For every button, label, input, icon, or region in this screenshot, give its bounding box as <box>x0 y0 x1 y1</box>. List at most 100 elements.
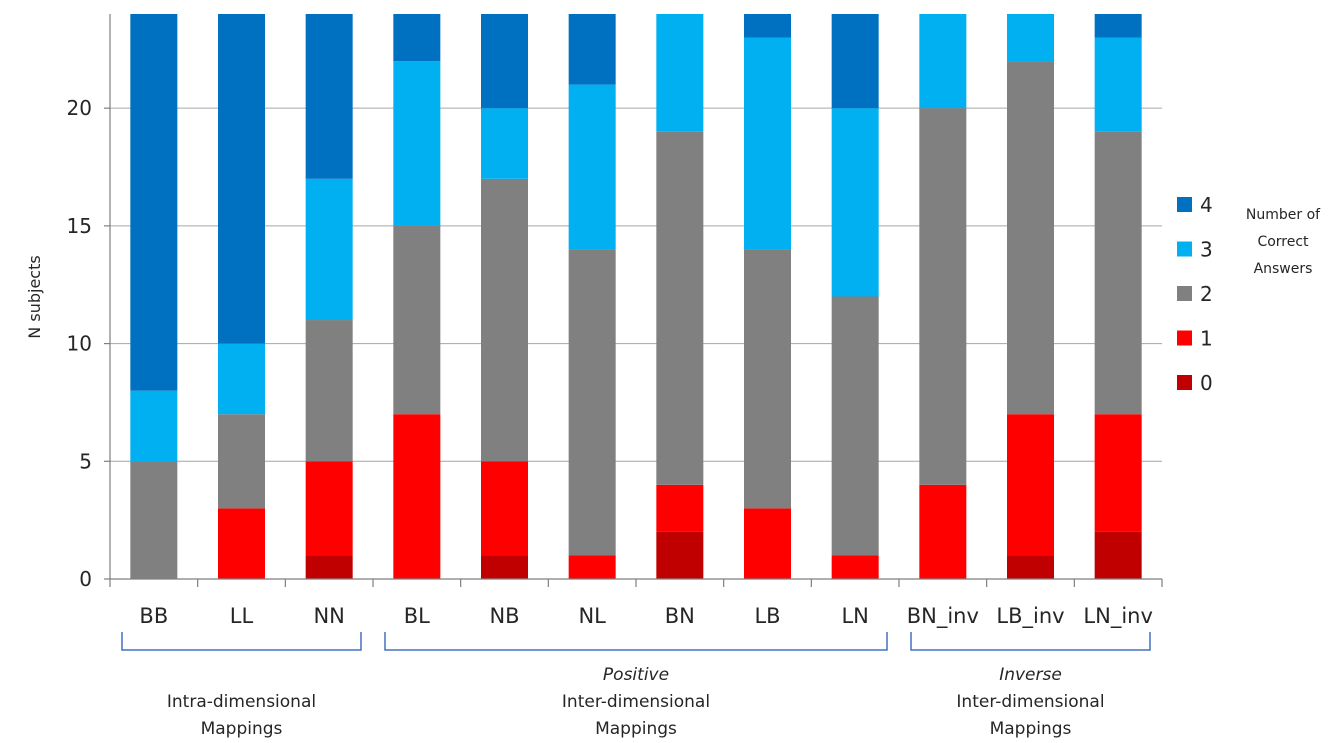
x-category-label: NB <box>489 604 519 628</box>
bar-segment-BL-1 <box>393 414 440 579</box>
bar-segment-LN-3 <box>832 108 879 296</box>
y-tick-label: 20 <box>67 96 92 120</box>
y-tick-label: 15 <box>67 214 92 238</box>
legend-swatch-3 <box>1177 242 1192 257</box>
legend-label: 1 <box>1200 327 1213 351</box>
legend: 4 3 2 1 0 <box>1177 193 1213 395</box>
y-tick-label: 0 <box>79 567 92 591</box>
x-category-label: LL <box>230 604 254 628</box>
bar-segment-LB-1 <box>744 508 791 579</box>
bar-segment-LB_inv-2 <box>1007 61 1054 414</box>
x-category-label: LB <box>754 604 780 628</box>
bar-segment-LL-2 <box>218 414 265 508</box>
gridlines <box>110 108 1162 461</box>
y-tick-label: 10 <box>67 332 92 356</box>
bar-segment-BN_inv-3 <box>919 14 966 108</box>
bar-segment-LN_inv-1 <box>1095 414 1142 532</box>
x-category-label: BN <box>665 604 695 628</box>
bar-segment-NB-0 <box>481 555 528 579</box>
bar-segment-NN-0 <box>306 555 353 579</box>
bar-segment-LB_inv-1 <box>1007 414 1054 555</box>
group-label-line: Intra-dimensional <box>167 692 316 712</box>
group-bracket <box>122 632 361 650</box>
group-labels: Intra-dimensional Mappings Positive Inter-d… <box>167 665 1105 739</box>
bar-segment-BN-1 <box>656 485 703 532</box>
bar-segment-LB-3 <box>744 38 791 250</box>
y-tick-labels: 0 5 10 15 20 <box>67 96 92 591</box>
legend-title-line: Correct <box>1257 234 1309 250</box>
bar-segment-NN-2 <box>306 320 353 461</box>
x-category-label: BL <box>404 604 430 628</box>
bar-segment-LN-4 <box>832 14 879 108</box>
x-category-label: LN_inv <box>1083 604 1152 629</box>
bar-segment-LB-4 <box>744 14 791 38</box>
group-label-line: Inter-dimensional <box>956 692 1104 712</box>
bar-segment-NL-2 <box>569 249 616 555</box>
bar-segment-LN_inv-2 <box>1095 132 1142 415</box>
y-axis-label: N subjects <box>25 255 44 338</box>
bar-segment-NB-1 <box>481 461 528 555</box>
bar-segment-LN-2 <box>832 297 879 556</box>
bar-segment-NB-4 <box>481 14 528 108</box>
group-label-line: Mappings <box>595 719 677 739</box>
legend-title-line: Number of <box>1246 207 1321 223</box>
bar-segment-NL-4 <box>569 14 616 85</box>
x-category-label: LB_inv <box>996 604 1064 629</box>
bar-segment-LB-2 <box>744 249 791 508</box>
legend-swatch-4 <box>1177 197 1192 212</box>
bar-segment-BB-3 <box>130 391 177 462</box>
bar-segment-BN-3 <box>656 14 703 132</box>
bar-segment-NN-1 <box>306 461 353 555</box>
bar-segment-BN-0 <box>656 532 703 579</box>
bar-segment-LL-4 <box>218 14 265 344</box>
bar-segment-LN_inv-4 <box>1095 14 1142 38</box>
legend-label: 3 <box>1200 238 1213 262</box>
legend-title: Number of Correct Answers <box>1246 207 1321 277</box>
x-category-labels: BB LL NN BL NB NL BN LB LN BN_inv LB_inv LN_inv <box>139 604 1152 629</box>
bar-segment-BL-4 <box>393 14 440 61</box>
x-category-label: LN <box>841 604 868 628</box>
group-label-line: Inverse <box>999 665 1062 685</box>
legend-title-line: Answers <box>1254 261 1313 277</box>
group-label-line: Positive <box>603 665 669 685</box>
group-brackets <box>122 632 1150 650</box>
legend-label: 4 <box>1200 193 1213 217</box>
bar-segment-LB_inv-3 <box>1007 14 1054 61</box>
bar-segment-BB-4 <box>130 14 177 391</box>
bars <box>130 14 1141 579</box>
legend-label: 0 <box>1200 371 1213 395</box>
bar-segment-BL-2 <box>393 226 440 414</box>
group-label-line: Mappings <box>201 719 283 739</box>
bar-segment-NB-3 <box>481 108 528 179</box>
legend-swatch-1 <box>1177 331 1192 346</box>
legend-swatch-2 <box>1177 286 1192 301</box>
bar-segment-LN-1 <box>832 555 879 579</box>
legend-label: 2 <box>1200 282 1213 306</box>
x-category-label: BN_inv <box>907 604 979 629</box>
bar-segment-NL-3 <box>569 85 616 250</box>
bar-segment-NL-1 <box>569 555 616 579</box>
group-label-line: Inter-dimensional <box>562 692 710 712</box>
bar-segment-LL-1 <box>218 508 265 579</box>
x-category-label: NL <box>578 604 606 628</box>
y-tick-label: 5 <box>79 449 92 473</box>
bar-segment-BN-2 <box>656 132 703 485</box>
group-bracket <box>385 632 887 650</box>
bar-segment-LN_inv-3 <box>1095 38 1142 132</box>
bar-segment-NN-4 <box>306 14 353 179</box>
bar-segment-LL-3 <box>218 344 265 415</box>
bar-segment-BL-3 <box>393 61 440 226</box>
group-label-line: Mappings <box>990 719 1072 739</box>
bar-segment-NN-3 <box>306 179 353 320</box>
x-category-label: BB <box>139 604 168 628</box>
legend-swatch-0 <box>1177 375 1192 390</box>
bar-segment-LN_inv-0 <box>1095 532 1142 579</box>
bar-segment-BN_inv-2 <box>919 108 966 485</box>
bar-segment-BN_inv-1 <box>919 485 966 579</box>
x-category-label: NN <box>313 604 344 628</box>
group-bracket <box>911 632 1150 650</box>
bar-segment-LB_inv-0 <box>1007 555 1054 579</box>
bar-segment-NB-2 <box>481 179 528 462</box>
bar-segment-BB-2 <box>130 461 177 579</box>
